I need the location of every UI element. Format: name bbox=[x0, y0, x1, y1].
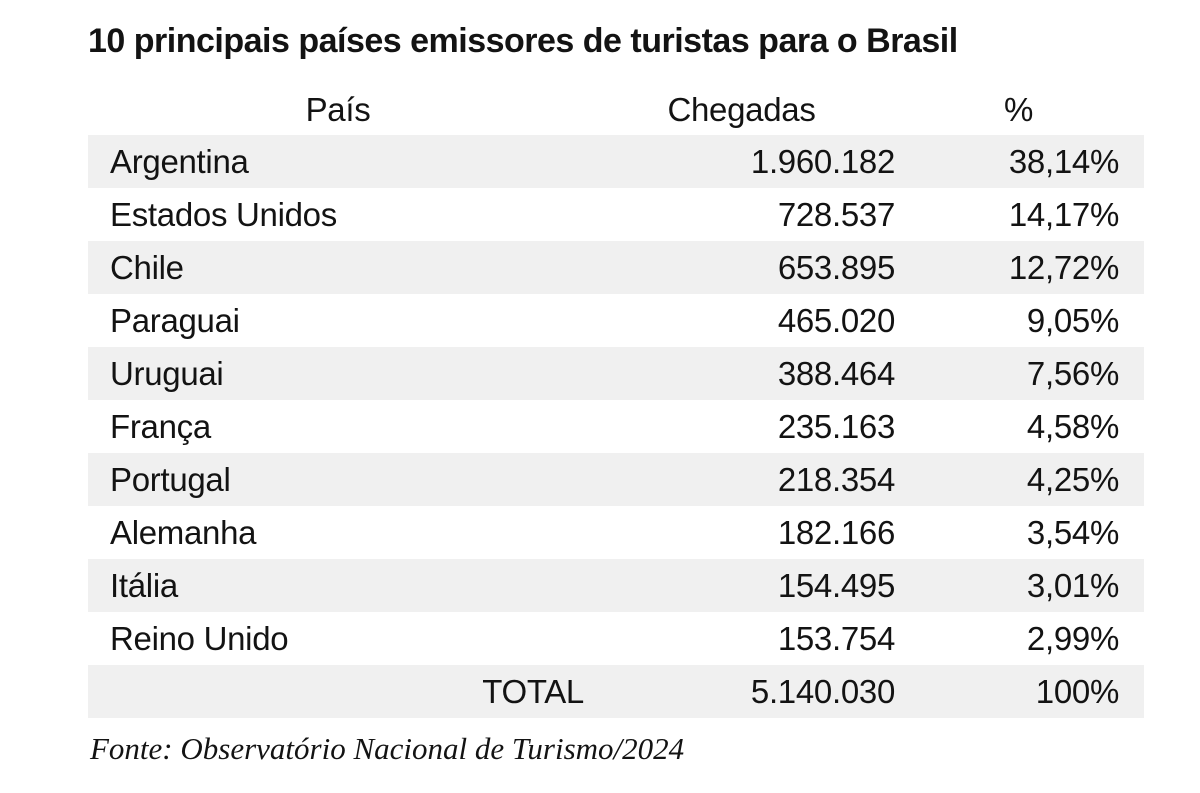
percent-cell: 14,17% bbox=[1008, 195, 1119, 233]
tourists-table: País Chegadas % Argentina 1.960.182 38,14%… bbox=[88, 85, 1144, 719]
arrivals-cell: 182.166 bbox=[777, 513, 895, 551]
country-cell: Reino Unido bbox=[110, 619, 289, 657]
header-row: País Chegadas % bbox=[88, 85, 1144, 135]
percent-cell: 12,72% bbox=[1008, 248, 1119, 286]
percent-cell: 3,01% bbox=[1026, 566, 1119, 604]
percent-cell: 7,56% bbox=[1026, 354, 1119, 392]
country-cell: Alemanha bbox=[110, 513, 257, 551]
table-row: França 235.163 4,58% bbox=[88, 400, 1144, 453]
table-row: Uruguai 388.464 7,56% bbox=[88, 347, 1144, 401]
table-row: Argentina 1.960.182 38,14% bbox=[88, 135, 1144, 189]
table-body: Argentina 1.960.182 38,14% Estados Unidos 72… bbox=[88, 135, 1144, 665]
country-cell: Chile bbox=[110, 248, 184, 286]
country-cell: França bbox=[110, 407, 211, 445]
table-row: Alemanha 182.166 3,54% bbox=[88, 506, 1144, 559]
arrivals-cell: 653.895 bbox=[777, 248, 895, 286]
table-row: Paraguai 465.020 9,05% bbox=[88, 294, 1144, 347]
country-cell: Paraguai bbox=[110, 301, 240, 339]
table-row: Chile 653.895 12,72% bbox=[88, 241, 1144, 295]
header-arrivals: Chegadas bbox=[667, 91, 816, 129]
table-row: Reino Unido 153.754 2,99% bbox=[88, 612, 1144, 665]
header-country: País bbox=[305, 91, 371, 129]
percent-cell: 2,99% bbox=[1026, 619, 1119, 657]
header-percent: % bbox=[1003, 91, 1034, 129]
arrivals-cell: 1.960.182 bbox=[750, 142, 895, 180]
table-row: Portugal 218.354 4,25% bbox=[88, 453, 1144, 507]
arrivals-cell: 218.354 bbox=[777, 460, 895, 498]
percent-cell: 38,14% bbox=[1008, 142, 1119, 180]
percent-cell: 3,54% bbox=[1026, 513, 1119, 551]
arrivals-cell: 465.020 bbox=[777, 301, 895, 339]
country-cell: Estados Unidos bbox=[110, 195, 337, 233]
country-cell: Uruguai bbox=[110, 354, 224, 392]
country-cell: Itália bbox=[110, 566, 178, 604]
percent-cell: 4,58% bbox=[1026, 407, 1119, 445]
page-title: 10 principais países emissores de turist… bbox=[88, 22, 958, 60]
country-cell: Argentina bbox=[110, 142, 249, 180]
percent-cell: 9,05% bbox=[1026, 301, 1119, 339]
arrivals-cell: 154.495 bbox=[777, 566, 895, 604]
table-row: Itália 154.495 3,01% bbox=[88, 559, 1144, 613]
total-row: TOTAL 5.140.030 100% bbox=[88, 665, 1144, 719]
arrivals-cell: 235.163 bbox=[777, 407, 895, 445]
arrivals-cell: 388.464 bbox=[777, 354, 895, 392]
percent-cell: 4,25% bbox=[1026, 460, 1119, 498]
table-row: Estados Unidos 728.537 14,17% bbox=[88, 188, 1144, 241]
total-percent: 100% bbox=[1035, 672, 1120, 710]
arrivals-cell: 728.537 bbox=[777, 195, 895, 233]
country-cell: Portugal bbox=[110, 460, 231, 498]
total-label: TOTAL bbox=[482, 672, 584, 710]
arrivals-cell: 153.754 bbox=[777, 619, 895, 657]
total-arrivals: 5.140.030 bbox=[750, 672, 895, 710]
source-note: Fonte: Observatório Nacional de Turismo/… bbox=[90, 731, 685, 767]
